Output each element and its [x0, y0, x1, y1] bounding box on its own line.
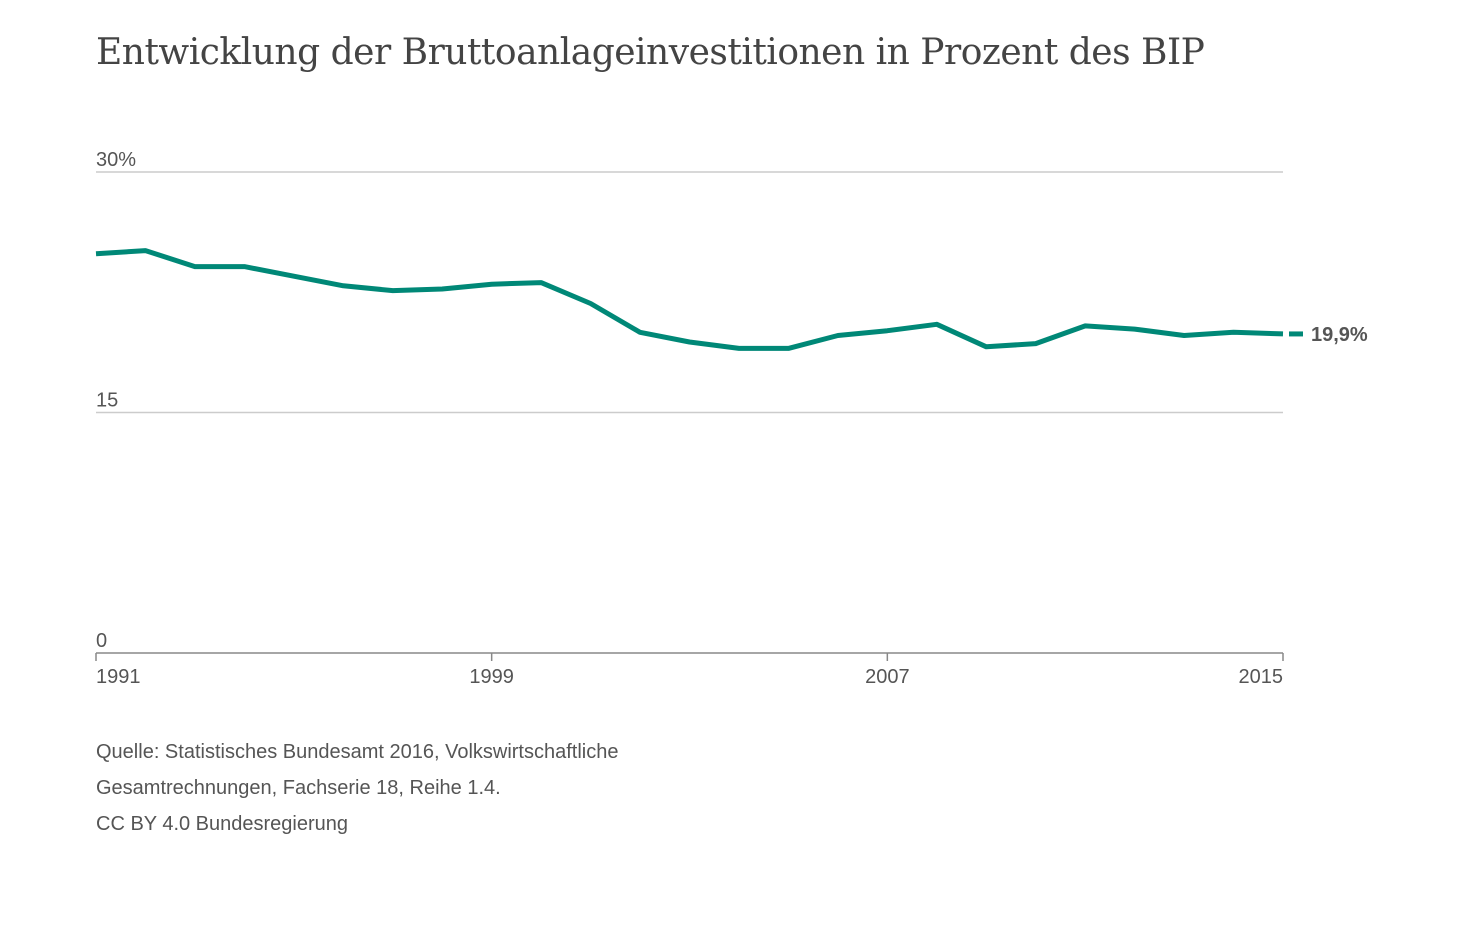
data-point — [687, 339, 692, 344]
data-point — [539, 280, 544, 285]
data-point — [291, 274, 296, 279]
x-tick-label: 2007 — [865, 666, 910, 688]
data-point — [1132, 327, 1137, 332]
data-point — [835, 333, 840, 338]
data-point — [440, 287, 445, 292]
data-point — [934, 322, 939, 327]
data-point — [1182, 333, 1187, 338]
x-tick-label: 2015 — [1239, 666, 1284, 688]
data-point — [94, 251, 99, 256]
data-point — [885, 328, 890, 333]
source-line: Quelle: Statistisches Bundesamt 2016, Vo… — [96, 741, 619, 763]
y-tick-label: 15 — [96, 390, 118, 412]
data-point — [1033, 341, 1038, 346]
end-value-label: 19,9% — [1311, 324, 1368, 346]
source-note: Quelle: Statistisches Bundesamt 2016, Vo… — [96, 734, 618, 842]
data-point — [1281, 331, 1286, 336]
data-point — [192, 264, 197, 269]
data-point — [242, 264, 247, 269]
series-line — [95, 248, 1284, 351]
chart-title: Entwicklung der Bruttoanlageinvestitione… — [96, 32, 1205, 73]
data-point — [984, 344, 989, 349]
data-point — [390, 288, 395, 293]
x-tick-label: 1991 — [96, 666, 141, 688]
data-point — [786, 346, 791, 351]
data-point — [638, 330, 643, 335]
source-line: CC BY 4.0 Bundesregierung — [96, 813, 349, 835]
data-point — [341, 283, 346, 288]
data-point — [489, 282, 494, 287]
data-point — [1083, 323, 1088, 328]
data-point — [143, 248, 148, 253]
x-tick-label: 1999 — [469, 666, 514, 688]
data-point — [588, 301, 593, 306]
line-chart: 30% 15 0 1991 1999 2007 2015 19,9% — [94, 149, 1368, 688]
source-line: Gesamtrechnungen, Fachserie 18, Reihe 1.… — [96, 777, 501, 799]
y-tick-label: 0 — [96, 630, 107, 652]
y-tick-label: 30% — [96, 149, 136, 171]
data-point — [1231, 330, 1236, 335]
data-point — [736, 346, 741, 351]
